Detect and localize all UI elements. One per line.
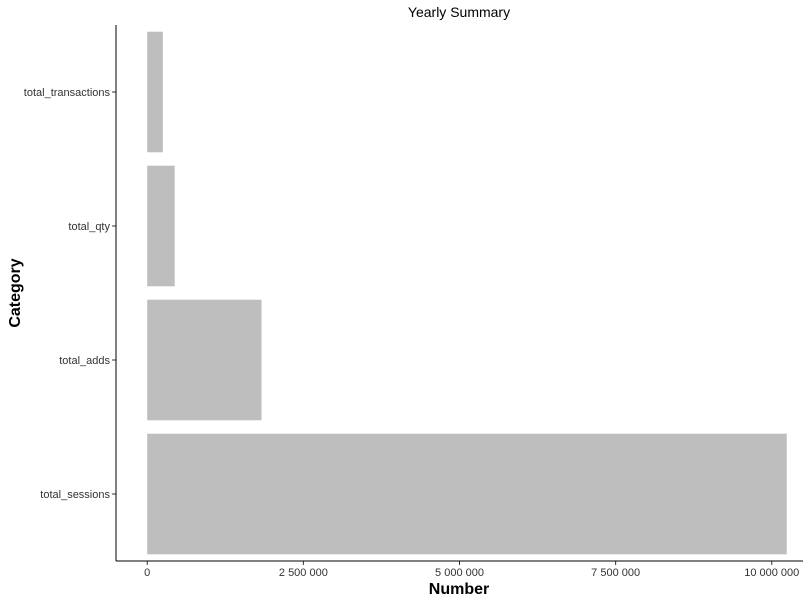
bar-total-sessions <box>147 433 787 555</box>
y-tick-label: total_adds <box>59 355 110 367</box>
x-tick-label: 10 000 000 <box>744 567 799 579</box>
axes-group: total_transactions total_qty total_addstot… <box>24 25 803 579</box>
y-axis-title: Category <box>7 258 24 327</box>
x-tick-label: 7 500 000 <box>591 567 640 579</box>
x-tick-label: 2 500 000 <box>279 567 328 579</box>
bars-group <box>147 31 787 555</box>
bar-total-qty <box>147 165 175 287</box>
y-tick-label: total_sessions <box>40 489 110 501</box>
y-tick-label: total_transactions <box>24 87 111 99</box>
bar-total-adds <box>147 299 262 421</box>
x-tick-label: 5 000 000 <box>435 567 484 579</box>
bar-total-transactions <box>147 31 163 153</box>
y-tick-label: total_qty <box>68 221 110 233</box>
x-axis-title: Number <box>429 581 489 598</box>
x-tick-label: 0 <box>144 567 150 579</box>
chart-title: Yearly Summary <box>408 4 510 20</box>
